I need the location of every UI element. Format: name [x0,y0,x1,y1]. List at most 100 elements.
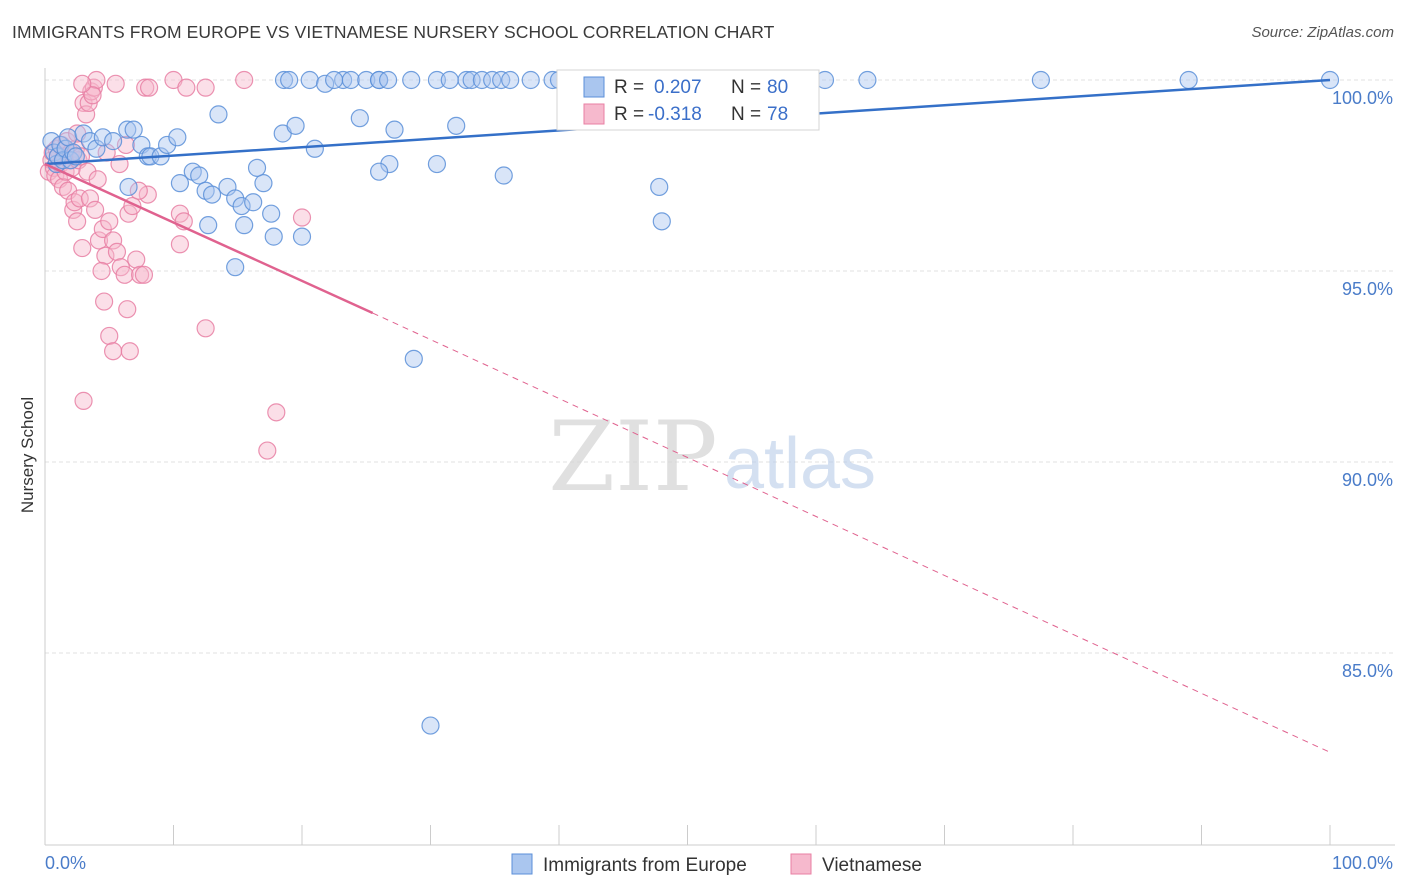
europe-point [118,120,137,139]
europe-point [157,135,177,155]
europe-point [226,258,245,277]
vietnamese-point [70,189,89,208]
europe-point [370,162,389,181]
vietnamese-point [170,235,190,254]
europe-point [226,189,245,208]
legend-swatch-europe [583,76,605,98]
vietnamese-point [129,181,148,200]
chart-source: Source: ZipAtlas.com [1251,24,1394,41]
europe-point [1179,70,1198,90]
vietnamese-point [136,78,155,97]
europe-point [292,227,312,246]
legend-r-label-europe: R = [614,77,644,98]
europe-point [378,70,398,90]
correlation-legend: R = 0.207 N = 80 R = -0.318 N = 78 [556,69,820,131]
vietnamese-point [64,200,83,219]
watermark: ZIP atlas [548,401,876,513]
vietnamese-point [78,162,97,181]
legend-r-label-vietnamese: R = [614,104,644,125]
vietnamese-point [196,319,215,338]
vietnamese-point [196,78,215,97]
europe-point [74,124,93,143]
vietnamese-point [107,242,127,261]
europe-point [385,120,404,139]
y-tick-labels: 85.0% 90.0% 95.0% 100.0% [1332,88,1393,681]
europe-point [652,212,671,231]
vietnamese-point [100,326,119,346]
series-europe-points [42,70,1340,735]
bottom-legend-swatch-vietnamese [790,853,812,875]
europe-point [104,132,123,151]
vietnamese-point [258,441,277,460]
vietnamese-point [104,342,123,361]
vietnamese-point [80,189,100,208]
vietnamese-point [83,86,102,105]
europe-point [93,128,112,147]
watermark-atlas: atlas [724,424,876,504]
europe-point [350,109,369,128]
europe-point [124,120,143,139]
europe-point [190,166,209,185]
europe-point [402,70,421,90]
europe-point [421,716,440,735]
europe-point [170,174,190,193]
trend-line-vietnamese-extension [372,312,1331,753]
vietnamese-point [73,238,92,258]
europe-point [232,196,251,216]
x-tick-labels: 0.0% 100.0% [45,853,1393,873]
axes [44,68,1395,846]
europe-point [202,185,222,204]
europe-point [316,74,335,93]
vietnamese-point [74,391,93,410]
vietnamese-point [134,265,154,284]
europe-point [325,70,344,90]
europe-point [457,70,476,90]
vietnamese-point [130,265,150,284]
legend-n-value-vietnamese: 78 [767,104,788,125]
europe-point [501,70,520,90]
europe-point [87,139,106,158]
europe-point [247,158,267,177]
legend-n-value-europe: 80 [767,77,788,98]
vietnamese-point [92,261,111,281]
europe-point [1031,70,1050,90]
legend-swatch-vietnamese [583,103,605,125]
europe-point [858,70,877,90]
vietnamese-point [68,212,87,231]
europe-point [168,128,187,147]
europe-point [472,70,491,90]
vietnamese-point [104,231,123,250]
trend-line-vietnamese [44,162,374,315]
bottom-legend-swatch-europe [511,853,533,875]
europe-point [59,128,78,147]
vietnamese-point [292,208,312,227]
vietnamese-point [267,403,286,422]
europe-point [521,70,540,90]
x-tick-label-min: 0.0% [45,853,86,873]
europe-point [305,139,324,158]
vietnamese-point [89,231,109,250]
vietnamese-point [86,200,105,219]
europe-point [300,70,319,90]
vietnamese-point [235,70,254,90]
europe-point [447,116,466,135]
vietnamese-point [118,300,137,319]
x-tick-label-max: 100.0% [1332,853,1393,873]
bottom-legend-label-vietnamese: Vietnamese [822,855,922,876]
vietnamese-point [138,185,157,204]
europe-point [404,349,423,368]
europe-point [341,70,360,90]
europe-point [280,70,299,90]
vietnamese-point [96,246,115,265]
legend-r-value-vietnamese: -0.318 [648,104,702,125]
europe-point [235,216,254,235]
europe-point [462,70,481,90]
vietnamese-point [100,212,119,231]
europe-point [244,193,263,212]
europe-point [262,204,281,223]
grid-lines [45,79,1395,654]
y-tick-label: 85.0% [1342,661,1393,681]
vietnamese-point [95,292,114,311]
chart-title: IMMIGRANTS FROM EUROPE VS VIETNAMESE NUR… [12,22,775,42]
europe-point [199,216,218,235]
